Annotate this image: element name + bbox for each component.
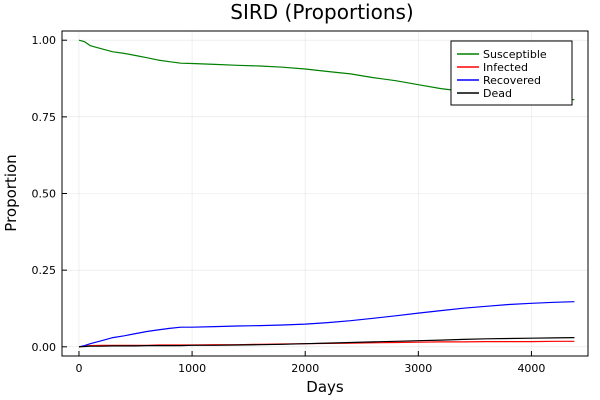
- series-line-dead: [78, 337, 575, 348]
- axis-ticks: 0 1000 2000 3000 4000 0.00 0.25 0.50 0.75 1.00: [32, 34, 546, 375]
- x-axis-label: Days: [306, 378, 344, 396]
- x-tick-label: 1000: [178, 362, 206, 375]
- legend-label-dead: Dead: [483, 87, 512, 100]
- y-tick-label: 0.25: [32, 264, 57, 277]
- chart-title: SIRD (Proportions): [230, 0, 413, 24]
- series-line-recovered: [78, 301, 575, 348]
- legend-label-infected: Infected: [483, 61, 528, 74]
- y-axis-label: Proportion: [2, 154, 20, 231]
- grid-lines: [62, 31, 588, 356]
- y-tick-label: 0.00: [32, 341, 57, 354]
- x-tick-label: 3000: [404, 362, 432, 375]
- y-tick-label: 0.75: [32, 111, 57, 124]
- y-tick-label: 1.00: [32, 34, 57, 47]
- x-tick-label: 2000: [291, 362, 319, 375]
- y-tick-label: 0.50: [32, 188, 57, 201]
- legend-box: [450, 40, 573, 106]
- legend-label-recovered: Recovered: [483, 74, 541, 87]
- x-tick-label: 0: [75, 362, 82, 375]
- x-tick-label: 4000: [517, 362, 545, 375]
- legend-label-susceptible: Susceptible: [483, 48, 547, 61]
